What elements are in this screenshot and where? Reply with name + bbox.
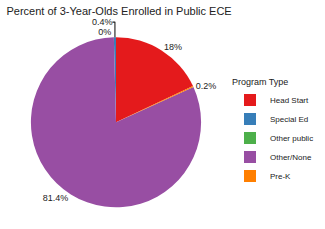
svg-text:Other/None: Other/None bbox=[270, 153, 312, 162]
svg-text:81.4%: 81.4% bbox=[43, 193, 69, 203]
svg-text:18%: 18% bbox=[164, 42, 182, 52]
svg-text:0.4%: 0.4% bbox=[92, 17, 113, 27]
svg-text:0%: 0% bbox=[98, 27, 111, 37]
svg-text:Special Ed: Special Ed bbox=[270, 115, 308, 124]
svg-text:Head Start: Head Start bbox=[270, 96, 309, 105]
svg-text:Percent of 3-Year-Olds Enrolle: Percent of 3-Year-Olds Enrolled in Publi… bbox=[7, 5, 232, 17]
svg-text:Pre-K: Pre-K bbox=[270, 172, 291, 181]
svg-text:Program Type: Program Type bbox=[232, 77, 288, 87]
svg-text:Other public: Other public bbox=[270, 134, 313, 143]
svg-text:0.2%: 0.2% bbox=[196, 81, 217, 91]
